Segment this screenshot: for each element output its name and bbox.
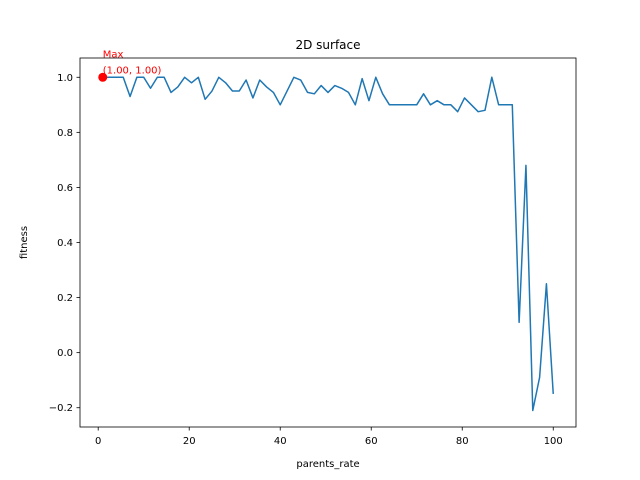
y-tick-label: −0.2 <box>49 403 73 414</box>
x-tick-label: 20 <box>183 436 196 447</box>
x-tick-label: 100 <box>544 436 563 447</box>
plot-frame <box>79 57 577 428</box>
x-axis-label: parents_rate <box>296 459 359 470</box>
x-tick-label: 0 <box>95 436 101 447</box>
x-tick-label: 60 <box>365 436 378 447</box>
x-tick-label: 80 <box>456 436 469 447</box>
x-axis-ticks: 0 20 40 60 80 100 <box>95 427 563 447</box>
y-tick-label: 0.0 <box>57 348 73 359</box>
y-tick-label: 0.8 <box>57 128 73 139</box>
y-tick-label: 1.0 <box>57 73 73 84</box>
max-annotation-label: Max <box>103 49 124 60</box>
series-line <box>102 76 554 412</box>
y-axis-label: fitness <box>19 226 30 259</box>
plot-background <box>80 58 576 427</box>
y-tick-label: 0.6 <box>57 183 73 194</box>
max-annotation-coordinates: (1.00, 1.00) <box>103 65 162 76</box>
y-tick-label: 0.2 <box>57 293 73 304</box>
max-point-marker <box>98 72 108 82</box>
chart-title: 2D surface <box>295 38 360 52</box>
y-tick-label: 0.4 <box>57 238 73 249</box>
y-axis-ticks: −0.2 0.0 0.2 0.4 0.6 0.8 1.0 <box>49 73 80 414</box>
x-tick-label: 40 <box>274 436 287 447</box>
